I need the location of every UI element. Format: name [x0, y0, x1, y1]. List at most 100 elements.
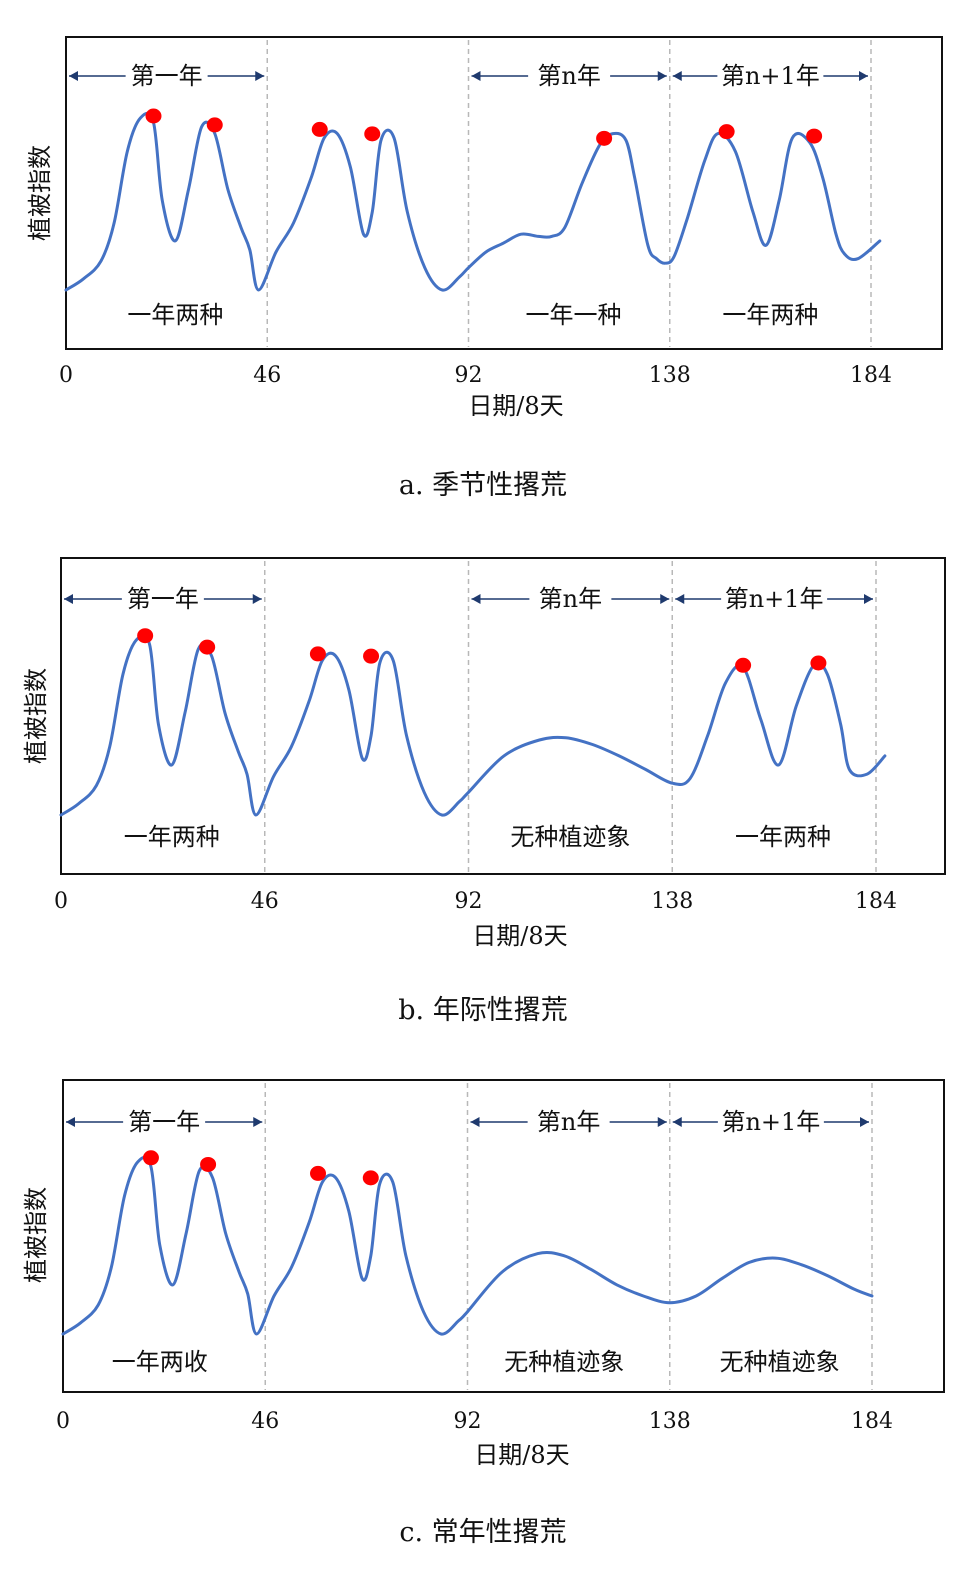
panel-b: 第一年 第n年 第n+1年 一年两种 无种植迹象 一年两种 0 46 92 138 184 日期…: [22, 557, 946, 1026]
x-tick-label: 92: [454, 1409, 482, 1434]
period-label: 第n年: [471, 585, 670, 613]
region-label: 一年两种: [127, 301, 223, 329]
right-arrowhead: [252, 594, 262, 604]
period-label-text: 第n+1年: [725, 585, 824, 613]
period-label: 第一年: [69, 62, 265, 90]
x-tick-label: 46: [251, 889, 279, 914]
panel-c: 第一年 第n年 第n+1年 一年两收 无种植迹象 无种植迹象 0 46 92 138 184 日…: [22, 1079, 945, 1548]
period-label: 第一年: [64, 585, 262, 613]
x-tick-label: 92: [455, 363, 483, 388]
region-label: 一年两种: [722, 301, 818, 329]
region-label: 一年两种: [735, 823, 831, 851]
peak-marker: [596, 130, 613, 146]
x-tick-label: 92: [455, 889, 483, 914]
left-arrowhead: [66, 1117, 75, 1127]
x-tick-label: 184: [850, 363, 892, 388]
plot-frame: [62, 1079, 945, 1393]
period-labels: 第一年 第n年 第n+1年: [66, 1108, 869, 1136]
period-label: 第一年: [66, 1108, 263, 1136]
period-label-text: 第n+1年: [721, 1108, 820, 1136]
x-axis-label: 日期/8天: [472, 922, 567, 950]
x-tick-labels: 0 46 92 138 184: [59, 363, 892, 388]
peak-marker: [206, 117, 223, 133]
period-labels: 第一年 第n年 第n+1年: [69, 62, 868, 90]
right-arrowhead: [253, 1117, 263, 1127]
x-tick-label: 184: [851, 1409, 893, 1434]
period-label: 第n+1年: [675, 585, 873, 613]
year-dividers: [264, 1083, 873, 1390]
region-label: 无种植迹象: [510, 823, 630, 851]
peak-markers: [145, 108, 823, 146]
x-tick-label: 138: [649, 363, 691, 388]
panel-a: 第一年 第n年 第n+1年 一年两种 一年一种 一年两种 0 46 92 138 184 日期/…: [26, 36, 943, 501]
period-label: 第n+1年: [672, 1108, 869, 1136]
period-label-text: 第一年: [131, 62, 203, 90]
plot-frame: [65, 36, 943, 350]
period-label: 第n年: [471, 62, 667, 90]
peak-marker: [199, 639, 216, 655]
y-axis-label: 植被指数: [26, 145, 54, 241]
year-dividers: [264, 561, 877, 872]
period-label: 第n年: [470, 1108, 667, 1136]
peak-marker: [806, 128, 823, 144]
x-axis-label: 日期/8天: [474, 1441, 569, 1469]
peak-marker: [363, 648, 380, 664]
region-labels: 一年两种 一年一种 一年两种: [127, 301, 818, 329]
x-tick-label: 46: [253, 363, 281, 388]
x-tick-label: 0: [56, 1409, 70, 1434]
x-tick-label: 0: [54, 889, 68, 914]
peak-marker: [309, 646, 326, 662]
peak-marker: [310, 1165, 327, 1181]
right-arrowhead: [657, 71, 667, 81]
left-arrowhead: [672, 1117, 682, 1127]
vegetation-index-curve: [64, 111, 882, 292]
panel-caption: b. 年际性撂荒: [398, 995, 567, 1026]
left-arrowhead: [64, 594, 73, 604]
right-arrowhead: [255, 71, 265, 81]
peak-marker: [718, 124, 735, 140]
left-arrowhead: [471, 71, 481, 81]
year-dividers: [266, 40, 872, 347]
plot-frame: [60, 557, 946, 875]
period-label-text: 第一年: [128, 1108, 200, 1136]
left-arrowhead: [471, 594, 481, 604]
period-label-text: 第n年: [539, 585, 602, 613]
period-label: 第n+1年: [672, 62, 868, 90]
region-label: 无种植迹象: [504, 1348, 624, 1376]
left-arrowhead: [675, 594, 685, 604]
panel-caption: c. 常年性撂荒: [399, 1517, 566, 1548]
right-arrowhead: [657, 1117, 667, 1127]
x-tick-label: 138: [649, 1409, 691, 1434]
x-axis-label: 日期/8天: [468, 392, 563, 420]
region-label: 一年两收: [112, 1348, 208, 1376]
panel-caption: a. 季节性撂荒: [399, 470, 567, 501]
peak-marker: [145, 108, 162, 124]
region-label: 一年一种: [526, 301, 622, 329]
left-arrowhead: [470, 1117, 480, 1127]
period-label-text: 第一年: [127, 585, 199, 613]
x-tick-label: 184: [855, 889, 897, 914]
period-label-text: 第n+1年: [721, 62, 820, 90]
right-arrowhead: [859, 71, 868, 81]
peak-marker: [200, 1156, 217, 1172]
region-labels: 一年两收 无种植迹象 无种植迹象: [112, 1348, 840, 1376]
right-arrowhead: [660, 594, 670, 604]
period-label-text: 第n年: [537, 1108, 600, 1136]
peak-marker: [810, 655, 827, 671]
vegetation-index-curve: [61, 1155, 874, 1336]
x-tick-labels: 0 46 92 138 184: [54, 889, 897, 914]
region-label: 无种植迹象: [720, 1348, 840, 1376]
region-label: 一年两种: [124, 823, 220, 851]
peak-marker: [362, 1170, 379, 1186]
peak-marker: [735, 657, 752, 673]
peak-markers: [137, 628, 827, 673]
period-label-text: 第n年: [537, 62, 600, 90]
x-tick-labels: 0 46 92 138 184: [56, 1409, 893, 1434]
peak-marker: [311, 121, 328, 137]
vegetation-index-curve: [59, 633, 887, 817]
peak-marker: [142, 1150, 159, 1166]
region-labels: 一年两种 无种植迹象 一年两种: [124, 823, 831, 851]
x-tick-label: 46: [251, 1409, 279, 1434]
y-axis-label: 植被指数: [22, 668, 50, 764]
